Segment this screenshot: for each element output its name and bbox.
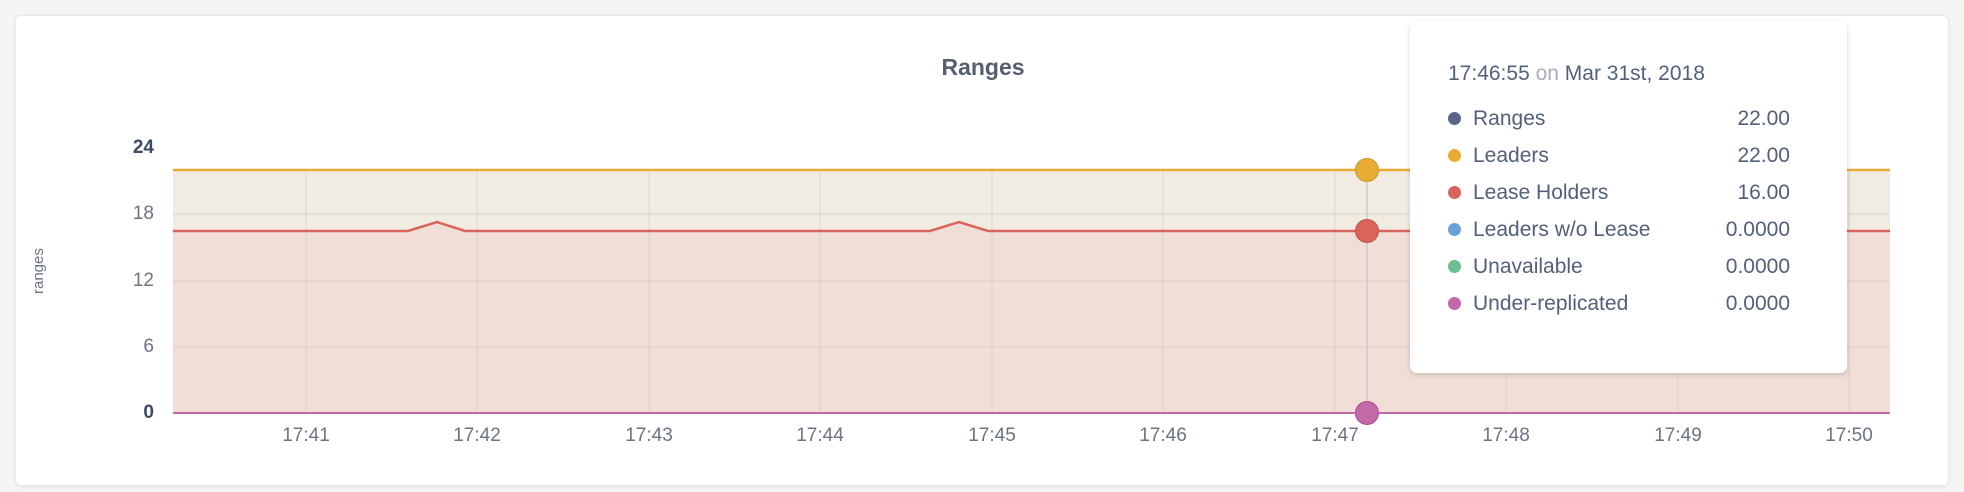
svg-text:17:43: 17:43 [625, 425, 673, 446]
svg-text:12: 12 [133, 270, 154, 291]
svg-text:0: 0 [143, 402, 154, 423]
svg-text:17:50: 17:50 [1825, 425, 1873, 446]
svg-text:17:47: 17:47 [1311, 425, 1359, 446]
svg-text:17:48: 17:48 [1482, 425, 1530, 446]
svg-text:17:46: 17:46 [1139, 425, 1187, 446]
svg-text:24: 24 [133, 137, 155, 158]
svg-text:17:49: 17:49 [1654, 425, 1702, 446]
svg-text:17:42: 17:42 [453, 425, 501, 446]
svg-text:18: 18 [133, 203, 154, 224]
svg-text:6: 6 [143, 336, 154, 357]
svg-text:17:44: 17:44 [796, 425, 844, 446]
svg-text:17:45: 17:45 [968, 425, 1016, 446]
svg-text:17:41: 17:41 [282, 425, 330, 446]
